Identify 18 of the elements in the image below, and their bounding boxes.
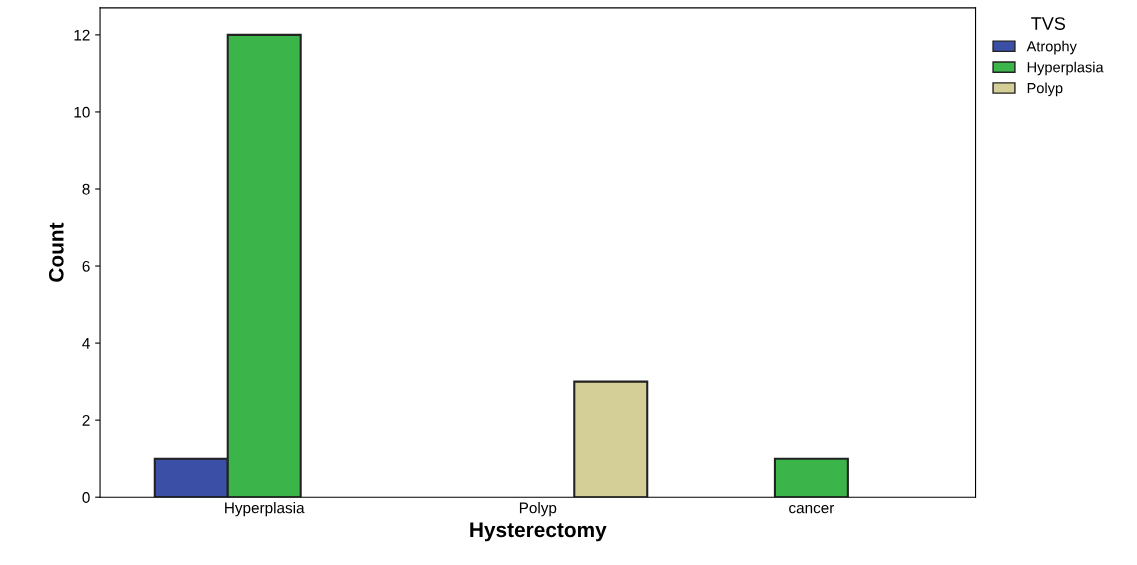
legend-label: Atrophy [1026,40,1077,55]
bar [773,457,849,498]
x-tick-label: Hyperplasia [225,502,305,517]
y-tick-label: 12 [74,29,90,41]
y-tick-label: 10 [74,106,90,118]
y-tick-label: 6 [82,260,90,272]
y-tick-label: 0 [82,492,90,503]
bar [573,380,649,498]
y-tick-label: 2 [82,415,90,426]
legend-title: TVS [1031,17,1066,30]
y-tick-label: 4 [82,338,90,349]
legend-label: Polyp [1027,82,1063,97]
x-tick-label: cancer [789,504,835,514]
x-axis-title: Hysterectomy [470,522,607,542]
x-tick-label: Polyp [519,502,557,517]
y-tick-label: 8 [82,183,90,195]
y-axis-title: Count [48,222,64,282]
legend-label: Hyperplasia [1027,61,1104,76]
